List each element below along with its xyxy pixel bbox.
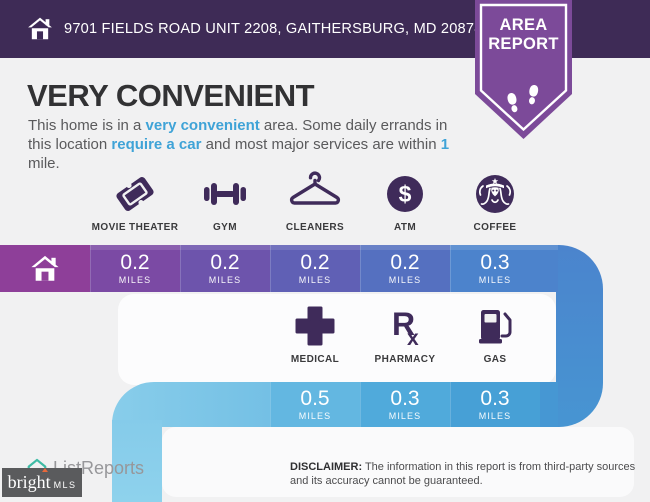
distance-unit: MILES <box>478 275 512 285</box>
badge-shape <box>475 0 572 139</box>
distance-value: 0.5 <box>300 387 330 410</box>
poi-atm: $ ATM <box>355 170 455 233</box>
distance-band-row2: 0.5 MILES 0.3 MILES 0.3 MILES <box>112 382 558 427</box>
svg-text:R: R <box>392 306 415 342</box>
road-right-strip <box>556 245 603 427</box>
poi-coffee: COFFEE <box>445 170 545 233</box>
poi-medical: MEDICAL <box>265 302 365 365</box>
poi-cleaners: CLEANERS <box>265 170 365 233</box>
desc-text: and most major services are within <box>201 136 441 153</box>
area-description: This home is in a very convenient area. … <box>28 116 464 173</box>
footprints-icon <box>507 84 539 113</box>
distance-unit: MILES <box>388 411 422 421</box>
distance-segment: 0.2 MILES <box>270 245 360 292</box>
badge-line2: REPORT <box>488 35 559 53</box>
poi-label: MOVIE THEATER <box>91 222 179 233</box>
property-address: 9701 FIELDS ROAD UNIT 2208, GAITHERSBURG… <box>64 21 483 37</box>
distance-unit: MILES <box>478 411 512 421</box>
road-filler-segment <box>112 382 270 427</box>
distance-unit: MILES <box>388 275 422 285</box>
brightmls-wordmark: bright <box>8 468 51 493</box>
starbucks-siren-icon <box>445 170 545 218</box>
distance-unit: MILES <box>208 275 242 285</box>
distance-value: 0.2 <box>210 251 240 274</box>
distance-segment: 0.3 MILES <box>450 382 540 427</box>
poi-label: PHARMACY <box>374 354 436 365</box>
distance-unit: MILES <box>118 275 152 285</box>
area-report-badge: AREA REPORT <box>475 0 572 141</box>
distance-segment: 0.2 MILES <box>360 245 450 292</box>
desc-highlight-mile: 1 <box>440 136 450 153</box>
poi-gym: GYM <box>175 170 275 233</box>
desc-highlight-car: require a car <box>111 136 202 153</box>
svg-text:x: x <box>407 327 419 349</box>
svg-text:$: $ <box>399 181 412 207</box>
brightmls-logo: bright MLS <box>2 468 82 497</box>
distance-segment: 0.2 MILES <box>180 245 270 292</box>
poi-label: MEDICAL <box>290 354 340 365</box>
distance-value: 0.2 <box>390 251 420 274</box>
poi-movie-theater: MOVIE THEATER <box>85 170 185 233</box>
medical-cross-icon <box>265 302 365 350</box>
rx-icon: R x <box>355 302 455 350</box>
desc-highlight-convenient: very convenient <box>145 117 260 134</box>
hanger-icon <box>265 170 365 218</box>
road-left-strip <box>112 420 162 502</box>
distance-segment: 0.5 MILES <box>270 382 360 427</box>
distance-segment: 0.2 MILES <box>90 245 180 292</box>
distance-band-row1: 0.2 MILES 0.2 MILES 0.2 MILES 0.2 MILES 0.3 M… <box>0 245 558 292</box>
distance-unit: MILES <box>298 411 332 421</box>
distance-value: 0.3 <box>480 387 510 410</box>
services-card: MEDICAL R x PHARMACY GAS <box>118 294 556 385</box>
desc-text: mile. <box>28 155 60 172</box>
road-filler-segment <box>540 382 558 427</box>
poi-label: ATM <box>393 222 417 233</box>
footer-card <box>162 427 634 497</box>
disclaimer-label: DISCLAIMER: <box>290 461 363 473</box>
distance-value: 0.2 <box>300 251 330 274</box>
desc-text: This home is in a <box>28 117 146 134</box>
distance-segment: 0.3 MILES <box>450 245 558 292</box>
poi-label: GAS <box>483 354 507 365</box>
brightmls-roof-icon <box>41 468 48 472</box>
road-home-segment <box>0 245 90 292</box>
poi-label: GYM <box>213 222 237 233</box>
distance-value: 0.3 <box>390 387 420 410</box>
distance-segment: 0.3 MILES <box>360 382 450 427</box>
brightmls-suffix: MLS <box>53 479 77 490</box>
dumbbell-icon <box>175 170 275 218</box>
poi-label: CLEANERS <box>285 222 345 233</box>
page-title: VERY CONVENIENT <box>27 78 315 113</box>
distance-unit: MILES <box>298 275 332 285</box>
badge-title: AREA REPORT <box>475 16 572 54</box>
poi-gas: GAS <box>445 302 545 365</box>
house-icon <box>28 17 52 40</box>
distance-value: 0.2 <box>120 251 150 274</box>
disclaimer-text: The information in this report is from t… <box>290 461 636 487</box>
house-icon <box>31 255 59 281</box>
badge-line1: AREA <box>499 16 548 34</box>
gas-pump-icon <box>445 302 545 350</box>
poi-pharmacy: R x PHARMACY <box>355 302 455 365</box>
poi-label: COFFEE <box>473 222 517 233</box>
distance-value: 0.3 <box>480 251 510 274</box>
movie-ticket-icon <box>85 170 185 218</box>
desc-text: area. Some daily errands in this locatio… <box>28 117 448 153</box>
dollar-circle-icon: $ <box>355 170 455 218</box>
disclaimer: DISCLAIMER: The information in this repo… <box>290 461 636 488</box>
